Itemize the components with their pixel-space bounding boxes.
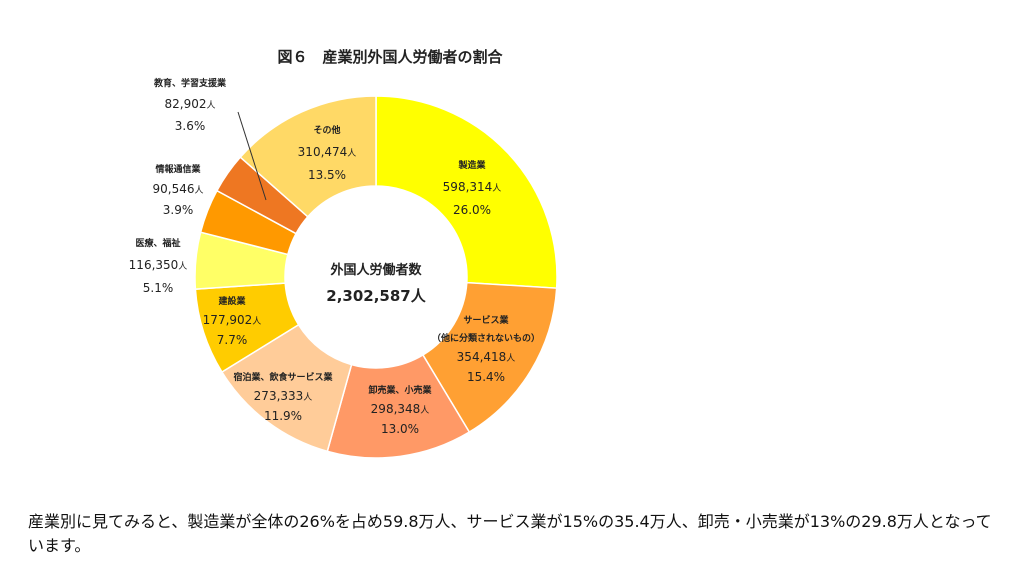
slice-percent-3: 11.9% — [264, 409, 302, 423]
slice-percent-0: 26.0% — [453, 203, 491, 217]
slice-value-7: 82,902人 — [164, 97, 215, 111]
slice-percent-7: 3.6% — [175, 119, 206, 133]
slice-label-7: 教育、学習支援業 — [153, 77, 227, 89]
labels-group: 製造業 598,314人 26.0% サービス業 （他に分類されないもの） 354,418… — [129, 77, 540, 436]
slice-label-3: 宿泊業、飲食サービス業 — [233, 371, 333, 383]
slice-0 — [375, 95, 558, 289]
slice-percent-1: 15.4% — [467, 370, 505, 384]
slice-value-0: 598,314人 — [443, 180, 502, 194]
slice-value-1: 354,418人 — [457, 350, 516, 364]
slice-percent-2: 13.0% — [381, 422, 419, 436]
slice-value-6: 90,546人 — [152, 182, 203, 196]
slice-value-3: 273,333人 — [254, 389, 313, 403]
slice-label-2: 卸売業、小売業 — [368, 384, 432, 396]
slice-sublabel-1: （他に分類されないもの） — [432, 332, 540, 344]
slice-percent-5: 5.1% — [143, 281, 174, 295]
slices-group — [194, 95, 558, 459]
slice-percent-4: 7.7% — [217, 333, 248, 347]
slice-value-8: 310,474人 — [298, 145, 357, 159]
slice-8 — [239, 95, 377, 218]
slice-label-4: 建設業 — [218, 295, 246, 307]
slice-label-1: サービス業 — [463, 314, 509, 326]
slice-value-2: 298,348人 — [371, 402, 430, 416]
slice-label-5: 医療、福祉 — [135, 237, 180, 249]
donut-chart: 図６ 産業別外国人労働者の割合 製造業 598,314人 26.0% サービス業 （他に… — [129, 48, 558, 459]
center-value: 2,302,587人 — [326, 287, 426, 305]
chart-title: 図６ 産業別外国人労働者の割合 — [277, 48, 503, 66]
slice-label-6: 情報通信業 — [154, 163, 201, 175]
leader-line — [237, 111, 267, 201]
slice-value-4: 177,902人 — [203, 313, 262, 327]
caption-text: 産業別に見てみると、製造業が全体の26%を占め59.8万人、サービス業が15%の… — [28, 512, 992, 555]
center-label: 外国人労働者数 — [329, 262, 422, 278]
slice-percent-8: 13.5% — [308, 168, 346, 182]
slice-label-8: その他 — [313, 124, 340, 136]
slice-percent-6: 3.9% — [163, 203, 194, 217]
slice-label-0: 製造業 — [457, 159, 486, 171]
slice-value-5: 116,350人 — [129, 258, 188, 272]
